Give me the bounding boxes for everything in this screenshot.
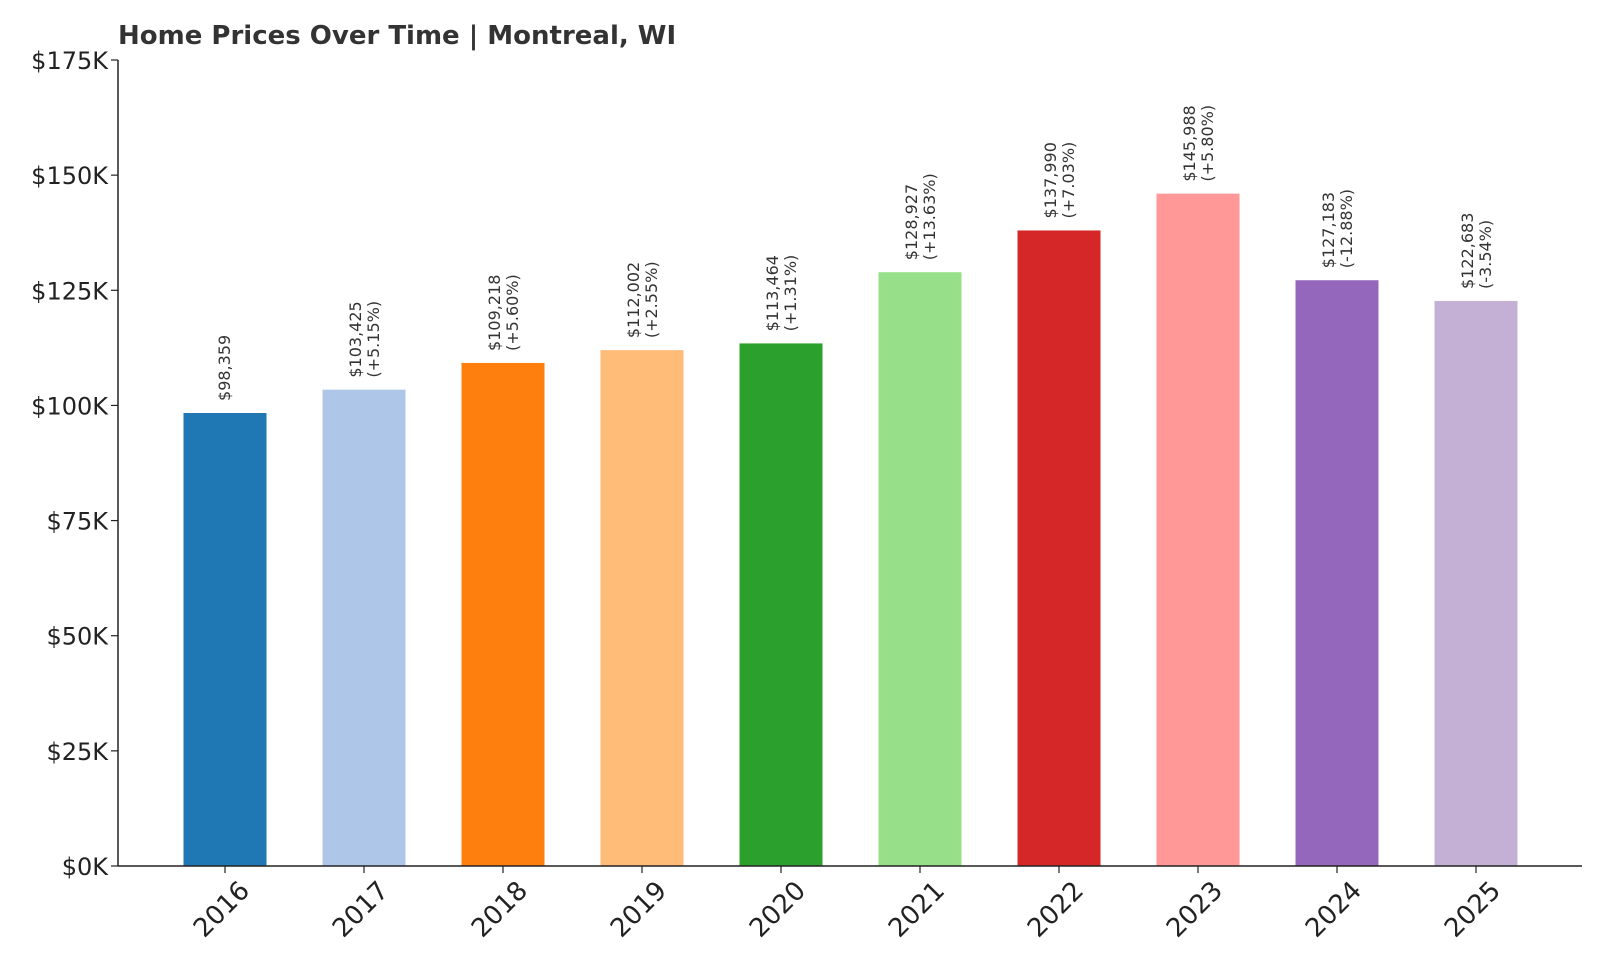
bar-2021 bbox=[878, 272, 962, 866]
x-tick-label: 2024 bbox=[1300, 876, 1368, 944]
data-label-group: $109,218 (+5.60%) bbox=[485, 274, 522, 351]
change-label: (+13.63%) bbox=[920, 173, 939, 260]
y-tick-label: $100K bbox=[31, 392, 109, 420]
data-label-group: $145,988 (+5.80%) bbox=[1180, 105, 1217, 182]
value-label: $103,425 bbox=[346, 301, 365, 377]
data-label-group: $122,683 (-3.54%) bbox=[1458, 213, 1495, 289]
x-tick-label: 2023 bbox=[1161, 876, 1229, 944]
y-tick-label: $0K bbox=[62, 853, 110, 881]
change-label: (+7.03%) bbox=[1059, 142, 1078, 219]
bar-2017 bbox=[322, 389, 406, 866]
data-label-group: $103,425 (+5.15%) bbox=[346, 301, 383, 378]
change-label: (+5.15%) bbox=[364, 301, 383, 378]
change-label: (+1.31%) bbox=[781, 255, 800, 332]
bar-2022 bbox=[1017, 230, 1101, 866]
value-label: $122,683 bbox=[1458, 213, 1477, 289]
bars: $98,359 $103,425 (+5.15%) $109,218 (+5.60%) $… bbox=[183, 105, 1518, 867]
value-label: $128,927 bbox=[902, 184, 921, 260]
x-tick-label: 2017 bbox=[327, 876, 395, 944]
value-label: $112,002 bbox=[624, 262, 643, 338]
value-label: $137,990 bbox=[1041, 142, 1060, 218]
data-label-group: $98,359 bbox=[215, 335, 234, 401]
x-axis: 2016 2017 2018 2019 2020 2021 2022 2023 2024 2025 bbox=[118, 865, 1582, 944]
x-tick-label: 2022 bbox=[1022, 876, 1090, 944]
change-label: (-12.88%) bbox=[1337, 189, 1356, 268]
y-tick-label: $25K bbox=[46, 738, 109, 766]
change-label: (-3.54%) bbox=[1476, 220, 1495, 289]
bar-2018 bbox=[461, 362, 545, 866]
x-tick-label: 2021 bbox=[883, 876, 951, 944]
y-tick-label: $75K bbox=[46, 508, 109, 536]
value-label: $98,359 bbox=[215, 335, 234, 401]
data-label-group: $137,990 (+7.03%) bbox=[1041, 142, 1078, 219]
y-tick-label: $175K bbox=[31, 47, 109, 75]
value-label: $109,218 bbox=[485, 275, 504, 351]
change-label: (+2.55%) bbox=[642, 261, 661, 338]
data-label-group: $127,183 (-12.88%) bbox=[1319, 189, 1356, 268]
bar-2024 bbox=[1295, 280, 1379, 866]
bar-2019 bbox=[600, 350, 684, 867]
y-tick-label: $50K bbox=[46, 623, 109, 651]
y-tick-label: $125K bbox=[31, 277, 109, 305]
chart-title: Home Prices Over Time | Montreal, WI bbox=[118, 21, 676, 51]
x-tick-label: 2016 bbox=[188, 876, 256, 944]
bar-2016 bbox=[183, 412, 267, 866]
data-label-group: $112,002 (+2.55%) bbox=[624, 261, 661, 338]
x-tick-label: 2018 bbox=[466, 876, 534, 944]
bar-2023 bbox=[1156, 193, 1240, 867]
value-label: $127,183 bbox=[1319, 192, 1338, 268]
x-tick-label: 2019 bbox=[605, 876, 673, 944]
x-tick-label: 2025 bbox=[1439, 876, 1507, 944]
data-label-group: $113,464 (+1.31%) bbox=[763, 255, 800, 332]
x-tick-label: 2020 bbox=[744, 876, 812, 944]
y-axis: $0K $25K $50K $75K $100K $125K $150K $175K bbox=[31, 47, 119, 881]
value-label: $145,988 bbox=[1180, 105, 1199, 181]
change-label: (+5.80%) bbox=[1198, 105, 1217, 182]
value-label: $113,464 bbox=[763, 255, 782, 331]
change-label: (+5.60%) bbox=[503, 274, 522, 351]
y-tick-label: $150K bbox=[31, 162, 109, 190]
data-label-group: $128,927 (+13.63%) bbox=[902, 173, 939, 260]
bar-2025 bbox=[1434, 300, 1518, 866]
bar-2020 bbox=[739, 343, 823, 866]
